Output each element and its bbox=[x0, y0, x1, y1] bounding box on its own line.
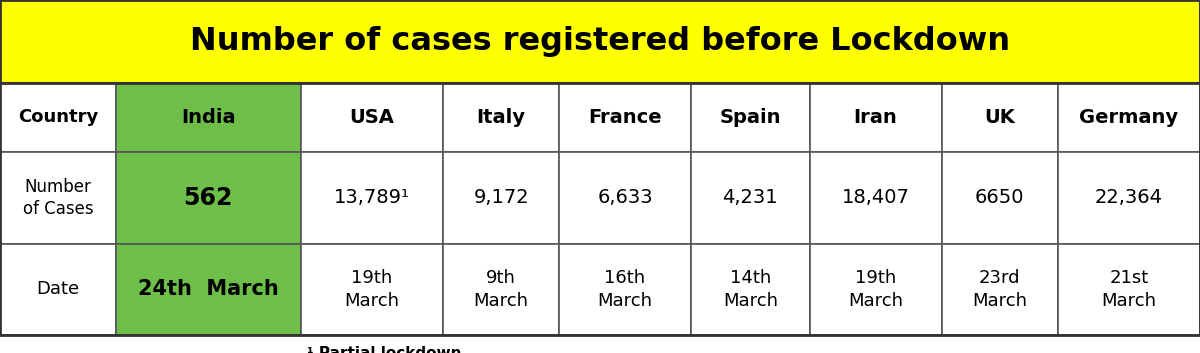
Text: Number
of Cases: Number of Cases bbox=[23, 178, 94, 218]
Bar bbox=[942, 244, 1057, 335]
Text: Italy: Italy bbox=[476, 108, 526, 127]
Text: 562: 562 bbox=[184, 186, 233, 210]
Bar bbox=[301, 152, 443, 244]
Bar bbox=[116, 244, 301, 335]
Text: ¹ Partial lockdown: ¹ Partial lockdown bbox=[307, 346, 461, 353]
Bar bbox=[691, 83, 810, 152]
Text: 14th
March: 14th March bbox=[722, 269, 778, 310]
Bar bbox=[559, 152, 691, 244]
Bar bbox=[942, 152, 1057, 244]
Bar bbox=[443, 83, 559, 152]
Bar bbox=[810, 83, 942, 152]
Bar bbox=[301, 244, 443, 335]
Text: 6650: 6650 bbox=[974, 188, 1025, 207]
Bar bbox=[691, 244, 810, 335]
Text: India: India bbox=[181, 108, 235, 127]
Text: 6,633: 6,633 bbox=[598, 188, 653, 207]
Text: 4,231: 4,231 bbox=[722, 188, 778, 207]
Text: 19th
March: 19th March bbox=[848, 269, 904, 310]
Text: 18,407: 18,407 bbox=[841, 188, 910, 207]
Text: 22,364: 22,364 bbox=[1094, 188, 1163, 207]
Bar bbox=[559, 244, 691, 335]
Bar bbox=[1057, 244, 1200, 335]
Bar bbox=[0, 152, 116, 244]
Bar bbox=[116, 152, 301, 244]
Bar bbox=[443, 152, 559, 244]
Text: USA: USA bbox=[349, 108, 395, 127]
Text: 9,172: 9,172 bbox=[473, 188, 529, 207]
Bar bbox=[691, 152, 810, 244]
Text: 9th
March: 9th March bbox=[474, 269, 528, 310]
Bar bbox=[0, 244, 116, 335]
Bar bbox=[559, 83, 691, 152]
Bar bbox=[1057, 152, 1200, 244]
Bar bbox=[810, 152, 942, 244]
Bar bbox=[443, 244, 559, 335]
Text: Date: Date bbox=[36, 281, 79, 298]
Text: Spain: Spain bbox=[720, 108, 781, 127]
Text: Germany: Germany bbox=[1079, 108, 1178, 127]
Bar bbox=[116, 83, 301, 152]
Text: Number of cases registered before Lockdown: Number of cases registered before Lockdo… bbox=[190, 26, 1010, 57]
Text: Iran: Iran bbox=[853, 108, 898, 127]
Text: France: France bbox=[588, 108, 662, 127]
Bar bbox=[810, 244, 942, 335]
Text: 24th  March: 24th March bbox=[138, 280, 278, 299]
Text: UK: UK bbox=[984, 108, 1015, 127]
Text: Country: Country bbox=[18, 108, 98, 126]
Text: 19th
March: 19th March bbox=[344, 269, 400, 310]
Bar bbox=[301, 83, 443, 152]
Text: 21st
March: 21st March bbox=[1102, 269, 1157, 310]
Bar bbox=[0, 83, 116, 152]
Bar bbox=[942, 83, 1057, 152]
Text: 13,789¹: 13,789¹ bbox=[334, 188, 410, 207]
Bar bbox=[0, 0, 1200, 83]
Text: 23rd
March: 23rd March bbox=[972, 269, 1027, 310]
Text: 16th
March: 16th March bbox=[598, 269, 653, 310]
Bar bbox=[1057, 83, 1200, 152]
